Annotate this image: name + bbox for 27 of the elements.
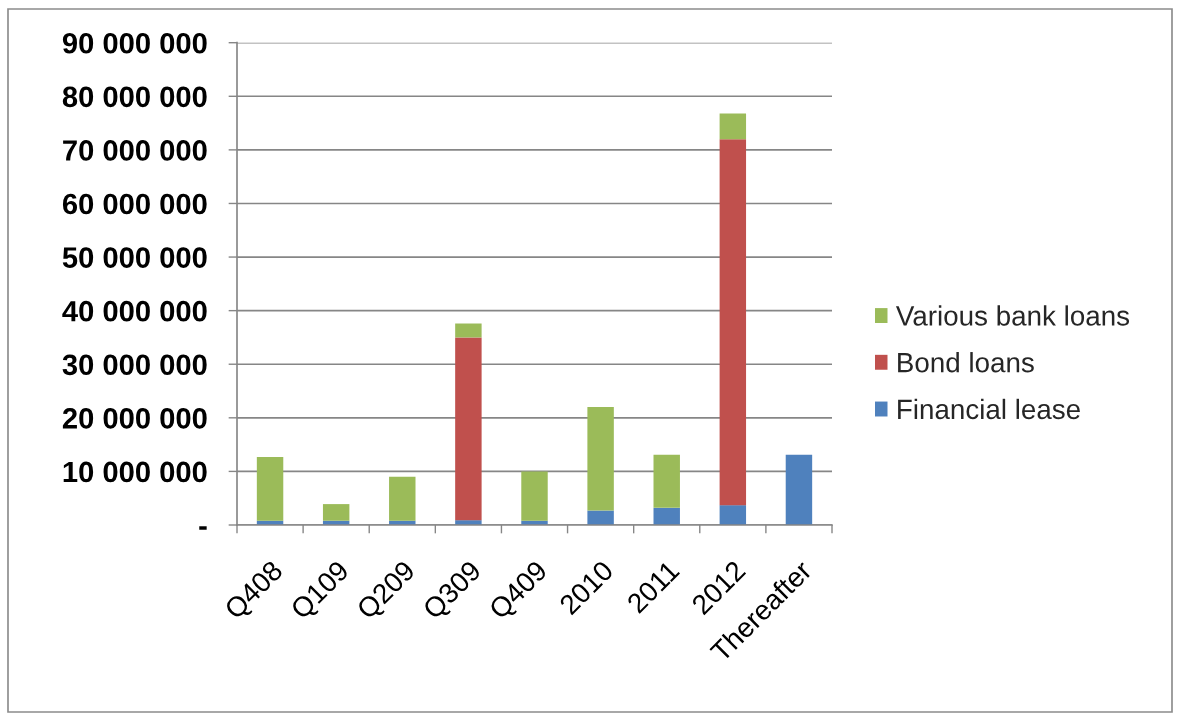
y-tick-label: 50 000 000 [62,247,207,268]
bar [587,510,614,525]
y-tick-label: 60 000 000 [62,193,207,215]
legend-label: Bond loans [898,352,1034,373]
bar [521,471,548,521]
bar [587,407,614,511]
bar [785,454,813,525]
bar [322,504,350,521]
y-tick-label: 20 000 000 [62,408,207,429]
bar [719,113,747,140]
bar [653,454,680,508]
y-tick-label: - [199,526,207,530]
y-tick-label: 10 000 000 [63,461,207,483]
legend-label: Various bank loans [895,305,1130,326]
y-tick-label: 80 000 000 [62,86,207,108]
legend-label: Financial lease [898,398,1080,420]
y-tick-label: 30 000 000 [62,354,207,376]
bar [653,507,680,525]
bar [455,337,482,521]
bar [719,505,747,525]
bar [389,476,416,521]
bar [455,323,482,338]
bar [719,139,747,506]
y-tick-label: 40 000 000 [62,300,207,322]
y-tick-label: 70 000 000 [63,140,207,161]
bar [256,456,284,521]
y-tick-label: 90 000 000 [62,32,207,54]
